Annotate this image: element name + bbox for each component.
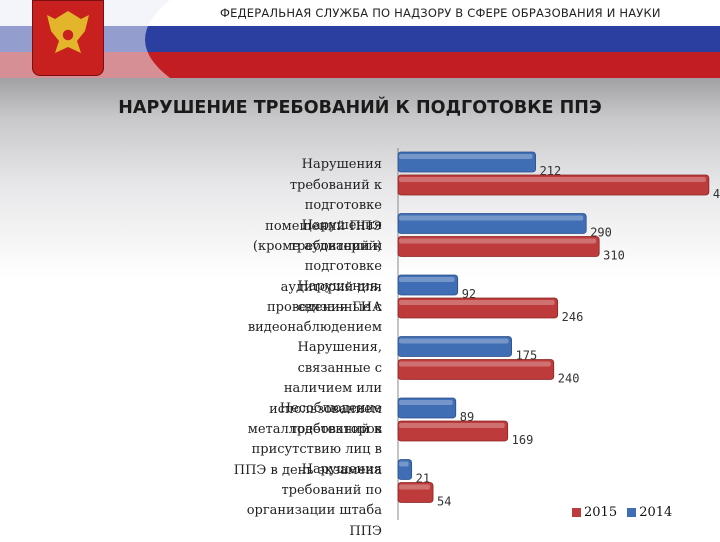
data-label-2015-2: 246 (562, 310, 584, 324)
bar-2014-2 (397, 274, 459, 296)
bar-2015-5 (397, 482, 434, 503)
legend-label-2014: 2014 (639, 505, 673, 520)
data-label-2015-0: 479 (713, 187, 720, 201)
category-label-3: Нарушения, связанные с наличием или испо… (247, 340, 382, 437)
header: ФЕДЕРАЛЬНАЯ СЛУЖБА ПО НАДЗОРУ В СФЕРЕ ОБ… (0, 0, 720, 78)
bar-2014-1 (397, 213, 587, 234)
bar-2015-0 (397, 174, 710, 196)
data-label-2015-3: 240 (558, 372, 580, 386)
category-label-4: Несоблюдение требований к присутствию ли… (233, 401, 382, 478)
data-label-2015-1: 310 (603, 249, 625, 263)
legend-swatch-2014 (627, 508, 637, 517)
data-label-2014-0: 212 (540, 164, 562, 178)
legend-label-2015: 2015 (584, 505, 618, 520)
bar-2015-3 (397, 359, 555, 380)
coat-of-arms-icon (32, 0, 104, 76)
data-label-2014-3: 175 (516, 349, 538, 363)
data-label-2015-5: 54 (437, 495, 451, 509)
data-label-2014-2: 92 (462, 287, 476, 301)
legend-swatch-2015 (572, 508, 581, 517)
bar-2015-2 (397, 297, 559, 319)
legend-item-2015: 2015 (572, 505, 617, 520)
bar-2014-3 (397, 336, 512, 357)
data-label-2014-4: 89 (460, 410, 474, 424)
chart-legend: 2015 2014 (572, 505, 678, 521)
bar-2015-1 (397, 236, 600, 257)
category-label-2: Нарушения, связанные с видеонаблюдением (247, 279, 382, 335)
organization-name: ФЕДЕРАЛЬНАЯ СЛУЖБА ПО НАДЗОРУ В СФЕРЕ ОБ… (220, 6, 661, 20)
data-label-2014-5: 21 (416, 472, 430, 486)
data-label-2014-1: 290 (590, 226, 612, 240)
bar-2014-5 (397, 459, 413, 480)
background-band (0, 78, 720, 540)
data-label-2015-4: 169 (512, 433, 534, 447)
category-label-5: Нарушения требований по организации штаб… (246, 462, 382, 539)
category-label-0: Нарушения требований к подготовке помеще… (252, 157, 382, 254)
legend-item-2014: 2014 (627, 505, 672, 520)
bar-2014-4 (397, 397, 457, 419)
chart-title: НАРУШЕНИЕ ТРЕБОВАНИЙ К ПОДГОТОВКЕ ППЭ (118, 98, 602, 118)
bar-2015-4 (397, 420, 509, 442)
bar-2014-0 (397, 151, 536, 173)
category-label-1: Нарушения требований к подготовке аудито… (267, 218, 382, 315)
